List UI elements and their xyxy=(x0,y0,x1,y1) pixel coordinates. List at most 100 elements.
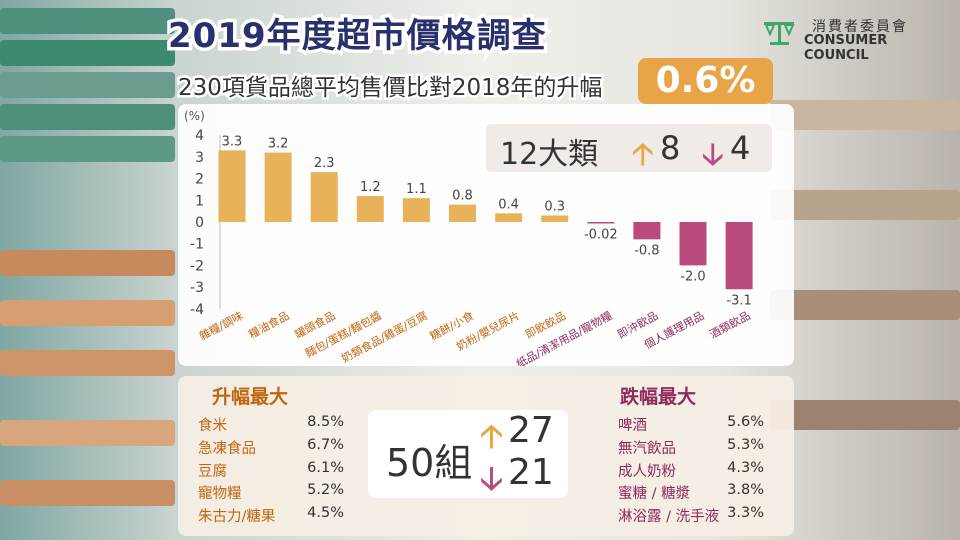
x-tick-label: 雜糧/調味 xyxy=(197,308,246,343)
logo-name-en: CONSUMER COUNCIL xyxy=(804,33,888,63)
y-axis-label: (%) xyxy=(184,109,205,123)
list-item: 寵物糧 5.2% xyxy=(198,482,344,505)
chart-bar xyxy=(495,213,523,222)
bar-value-label: 3.2 xyxy=(268,137,289,152)
list-item: 無汽飲品 5.3% xyxy=(618,437,764,460)
list-item: 淋浴露 / 洗手液 3.3% xyxy=(618,505,764,528)
y-tick-label: 1 xyxy=(195,193,204,209)
item-name: 成人奶粉 xyxy=(618,463,676,480)
item-name: 食米 xyxy=(198,418,227,434)
group-down-count: 21 xyxy=(508,452,554,493)
y-tick-label: -4 xyxy=(190,302,204,318)
bar-value-label: 0.4 xyxy=(498,197,519,212)
page-title: 2019年度超市價格調查 xyxy=(165,13,550,60)
category-summary: 12大類 🡡 8 🡣 4 xyxy=(486,124,772,172)
down-arrow-icon: 🡣 xyxy=(480,459,503,497)
up-arrow-icon: 🡡 xyxy=(632,137,654,172)
up-arrow-icon: 🡡 xyxy=(480,417,503,455)
bar-value-label: -2.0 xyxy=(680,269,705,284)
y-tick-label: 2 xyxy=(195,172,204,188)
y-tick-label: -1 xyxy=(190,237,204,253)
shelf-stripe xyxy=(0,300,175,326)
shelf-stripe xyxy=(0,250,175,276)
down-arrow-icon: 🡣 xyxy=(702,137,724,172)
chart-bar xyxy=(449,204,476,222)
consumer-council-logo: 消費者委員會 CONSUMER COUNCIL xyxy=(760,16,950,63)
shelf-stripe xyxy=(0,136,175,162)
bar-value-label: 1.2 xyxy=(360,180,381,195)
item-name: 蜜糖 / 糖漿 xyxy=(618,486,691,503)
bar-value-label: -0.02 xyxy=(584,228,618,243)
bar-value-label: 0.8 xyxy=(452,189,473,204)
item-value: 4.3% xyxy=(727,459,764,476)
shelf-stripe xyxy=(0,72,175,98)
rise-list: 食米 8.5% 急凍食品 6.7% 豆腐 6.1% 寵物糧 5.2% 朱古力/糖果 4.5… xyxy=(198,414,344,528)
item-name: 淋浴露 / 洗手液 xyxy=(618,509,720,526)
shelf-stripe xyxy=(0,8,175,34)
y-tick-label: -2 xyxy=(190,258,204,274)
item-name: 啤酒 xyxy=(618,418,647,434)
page-subtitle: 230項貨品總平均售價比對2018年的升幅 xyxy=(175,73,604,104)
shelf-stripe xyxy=(0,40,175,66)
chart-bar xyxy=(541,215,569,222)
list-item: 豆腐 6.1% xyxy=(198,460,344,483)
rise-list-title: 升幅最大 xyxy=(212,386,289,408)
shelf-stripe xyxy=(0,104,175,130)
bar-value-label: 3.3 xyxy=(222,134,243,149)
group-up-count: 27 xyxy=(508,410,554,451)
item-value: 3.3% xyxy=(727,505,764,522)
item-value: 5.6% xyxy=(727,414,764,430)
price-change-bar-chart: (%)43210-1-2-3-43.3雜糧/調味3.2糧油食品2.3罐頭食品1.… xyxy=(184,109,753,366)
average-increase-badge: 0.6% xyxy=(638,58,773,104)
y-tick-label: -3 xyxy=(190,280,204,296)
item-value: 5.3% xyxy=(727,436,764,453)
scale-logo-icon xyxy=(764,22,795,45)
chart-bar xyxy=(679,222,707,266)
item-name: 豆腐 xyxy=(198,463,227,480)
category-up-count: 8 xyxy=(660,129,681,167)
shelf-stripe xyxy=(770,400,960,430)
summary-panel: 升幅最大 食米 8.5% 急凍食品 6.7% 豆腐 6.1% 寵物糧 5.2% 朱古力/… xyxy=(178,376,794,536)
fall-list: 啤酒 5.6% 無汽飲品 5.3% 成人奶粉 4.3% 蜜糖 / 糖漿 3.8% 淋浴露… xyxy=(618,414,764,528)
item-name: 急凍食品 xyxy=(198,440,256,457)
bar-value-label: -3.1 xyxy=(726,293,751,308)
chart-bar xyxy=(725,222,753,290)
list-item: 啤酒 5.6% xyxy=(618,414,764,437)
y-tick-label: 0 xyxy=(195,215,204,231)
shelf-stripe xyxy=(0,420,175,446)
bar-value-label: 1.1 xyxy=(406,182,427,197)
shelf-stripe xyxy=(0,350,175,376)
y-tick-label: 4 xyxy=(195,128,204,144)
chart-bar xyxy=(310,172,338,222)
item-name: 寵物糧 xyxy=(198,486,242,503)
y-tick-label: 3 xyxy=(195,150,204,166)
chart-bar xyxy=(633,222,661,240)
item-value: 5.2% xyxy=(307,482,344,499)
group-count-label: 50組 xyxy=(386,441,473,485)
bar-value-label: -0.8 xyxy=(634,243,659,258)
list-item: 蜜糖 / 糖漿 3.8% xyxy=(618,482,764,505)
fall-list-title: 跌幅最大 xyxy=(620,386,697,408)
item-value: 6.7% xyxy=(307,436,344,453)
item-value: 6.1% xyxy=(307,459,344,476)
shelf-stripe xyxy=(770,290,960,320)
list-item: 急凍食品 6.7% xyxy=(198,437,344,460)
shelf-stripe xyxy=(770,190,960,220)
category-down-count: 4 xyxy=(730,129,751,167)
chart-bar xyxy=(587,222,615,224)
item-value: 4.5% xyxy=(307,505,344,522)
shelf-stripe xyxy=(770,100,960,130)
chart-bar xyxy=(402,198,430,222)
item-value: 3.8% xyxy=(727,482,764,499)
group-summary: 50組 🡡 27 🡣 21 xyxy=(368,410,568,498)
chart-bar xyxy=(218,150,246,222)
item-value: 8.5% xyxy=(307,414,344,430)
list-item: 食米 8.5% xyxy=(198,414,344,437)
item-name: 無汽飲品 xyxy=(618,440,676,457)
chart-bar xyxy=(356,195,384,222)
shelf-stripe xyxy=(0,480,175,506)
item-name: 朱古力/糖果 xyxy=(198,509,276,526)
x-tick-label: 糧油食品 xyxy=(246,308,291,341)
bar-value-label: 2.3 xyxy=(314,156,335,171)
logo-name-zh: 消費者委員會 xyxy=(812,19,908,35)
